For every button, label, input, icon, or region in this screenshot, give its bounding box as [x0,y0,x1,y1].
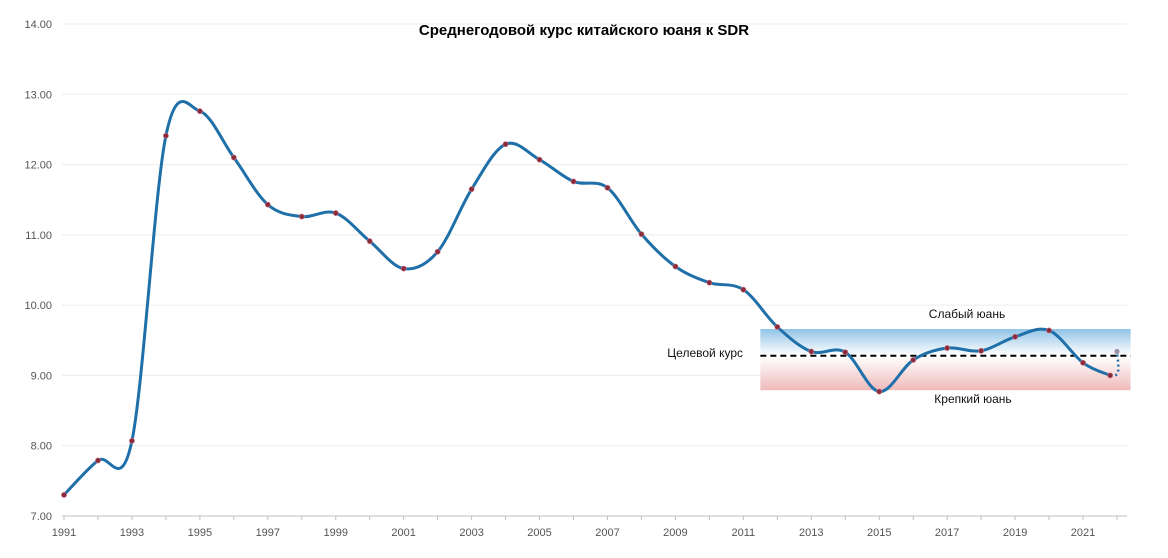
chart-title: Среднегодовой курс китайского юаня к SDR [418,22,750,39]
data-point [978,347,985,354]
series [61,100,1120,498]
x-tick-label: 2009 [663,527,687,539]
data-point [264,201,271,208]
data-point [163,132,169,139]
strong-yuan-zone [760,355,1131,391]
target-band [760,329,1131,391]
data-point [638,231,645,238]
gridlines [62,23,1127,517]
x-tick-label: 2013 [799,527,823,539]
data-point [740,286,747,293]
data-point [95,457,101,464]
series-forecast-line [1109,351,1120,377]
data-point [1107,372,1114,379]
data-point [604,184,611,191]
x-tick-label: 1995 [188,527,212,539]
y-tick-label: 14.00 [24,19,52,31]
data-point [129,437,135,444]
data-point [502,141,509,148]
data-point [196,108,203,115]
data-point [400,265,407,272]
x-tick-label: 1991 [52,527,76,539]
x-tick-label: 2015 [867,527,891,539]
x-tick-label: 2011 [732,527,756,539]
data-point [536,156,543,163]
data-point [1046,327,1052,334]
data-point [944,345,951,351]
x-tick-label: 2017 [935,527,959,539]
data-point [774,324,781,330]
data-point [1012,333,1018,340]
x-tick-label: 2007 [595,527,619,539]
y-tick-label: 10.00 [24,300,52,312]
data-point [910,357,917,363]
x-tick-label: 2001 [391,527,415,539]
data-point [332,210,339,216]
data-point [808,348,815,355]
x-tick-label: 1997 [256,527,280,539]
x-axis: 1991 1993 1995 1997 1999 2001 2003 2005 2007 2009… [52,515,1127,539]
y-tick-label: 9.00 [31,370,52,382]
data-point [298,213,305,220]
data-point [570,178,577,185]
data-point [61,492,67,498]
y-tick-label: 12.00 [24,160,52,172]
y-axis: 7.00 8.00 9.00 10.00 11.00 12.00 13.00 14.00 [24,19,52,523]
data-point [230,154,237,161]
annotations: Слабый юань Целевой курс Крепкий юань [667,307,1011,406]
data-point [842,349,849,356]
weak-yuan-label: Слабый юань [929,307,1005,321]
x-tick-label: 2019 [1003,527,1027,539]
data-point [366,238,373,245]
data-point [468,186,475,193]
x-tick-label: 1999 [323,527,347,539]
data-point [434,248,441,255]
y-tick-label: 13.00 [24,89,52,101]
data-point [876,388,883,395]
x-tick-label: 2003 [459,527,483,539]
data-point [672,263,679,270]
strong-yuan-label: Крепкий юань [934,392,1011,406]
data-point [1114,348,1120,355]
series-line [62,100,1112,497]
target-rate-label: Целевой курс [667,346,743,360]
y-tick-label: 7.00 [31,511,52,523]
x-tick-label: 2021 [1071,527,1095,539]
data-point [1080,359,1086,366]
data-point [706,279,713,286]
y-tick-label: 11.00 [25,230,52,242]
x-tick-label: 2005 [527,527,551,539]
x-tick-label: 1993 [120,527,144,539]
y-tick-label: 8.00 [31,441,52,453]
